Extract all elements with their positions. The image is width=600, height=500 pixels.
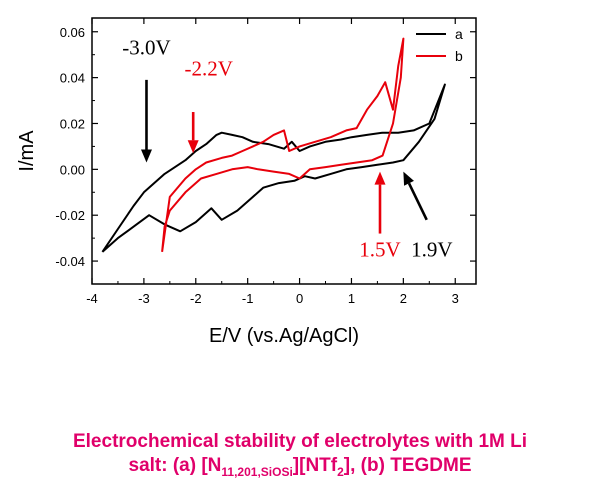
caption-part: ], (b) TEGDME xyxy=(343,455,472,476)
legend-label-b: b xyxy=(455,48,463,64)
caption-line-1: Electrochemical stability of electrolyte… xyxy=(72,431,528,452)
x-tick-label: 1 xyxy=(348,291,355,306)
y-tick-label: -0.02 xyxy=(55,208,85,223)
x-tick-label: 2 xyxy=(400,291,407,306)
caption-subscript: 2 xyxy=(337,464,344,479)
y-axis-title: I/mA xyxy=(16,130,38,172)
y-tick-label: 0.00 xyxy=(60,162,85,177)
arrow-shaft xyxy=(407,182,428,221)
potential-annotation: -3.0V xyxy=(122,36,170,60)
caption-subscript: 11,201,SiOSi xyxy=(221,464,293,479)
arrow-group xyxy=(140,79,428,234)
series-line-a xyxy=(101,83,446,253)
potential-annotation: 1.9V xyxy=(411,237,452,261)
x-tick-label: -1 xyxy=(242,291,254,306)
legend: a b xyxy=(416,26,463,64)
caption-line-2: salt: (a) [N11,201,SiOSi][NTf2], (b) TEG… xyxy=(0,454,600,484)
axis-ticks: -4 -3 -2 -1 0 1 2 3 -0.04 -0.02 0.00 0.02 0.04 0.06 xyxy=(55,18,476,306)
potential-annotation: -2.2V xyxy=(185,56,233,80)
caption-part: ][NTf xyxy=(292,455,338,476)
x-tick-label: 0 xyxy=(296,291,303,306)
series-line-b xyxy=(161,37,405,253)
caption-part: salt: (a) [N xyxy=(128,455,222,476)
figure-caption: Electrochemical stability of electrolyte… xyxy=(0,430,600,484)
annotation-group: -3.0V -2.2V 1.5V 1.9V xyxy=(122,36,452,262)
y-tick-label: 0.04 xyxy=(60,71,85,86)
legend-label-a: a xyxy=(455,26,463,42)
x-tick-label: -3 xyxy=(138,291,150,306)
arrow-head xyxy=(374,171,386,185)
x-tick-label: -2 xyxy=(190,291,202,306)
y-tick-label: 0.02 xyxy=(60,116,85,131)
arrow-head xyxy=(403,171,414,186)
cv-chart: -4 -3 -2 -1 0 1 2 3 -0.04 -0.02 0.00 0.02 0.04 0.06 -… xyxy=(16,17,477,347)
arrow-head xyxy=(140,149,152,163)
potential-annotation: 1.5V xyxy=(359,237,400,261)
y-tick-label: 0.06 xyxy=(60,25,85,40)
series-group xyxy=(101,37,446,253)
x-tick-label: 3 xyxy=(452,291,459,306)
x-tick-label: -4 xyxy=(86,291,98,306)
x-axis-title: E/V (vs.Ag/AgCl) xyxy=(209,325,359,347)
arrow-head xyxy=(187,140,199,154)
y-tick-label: -0.04 xyxy=(55,254,85,269)
